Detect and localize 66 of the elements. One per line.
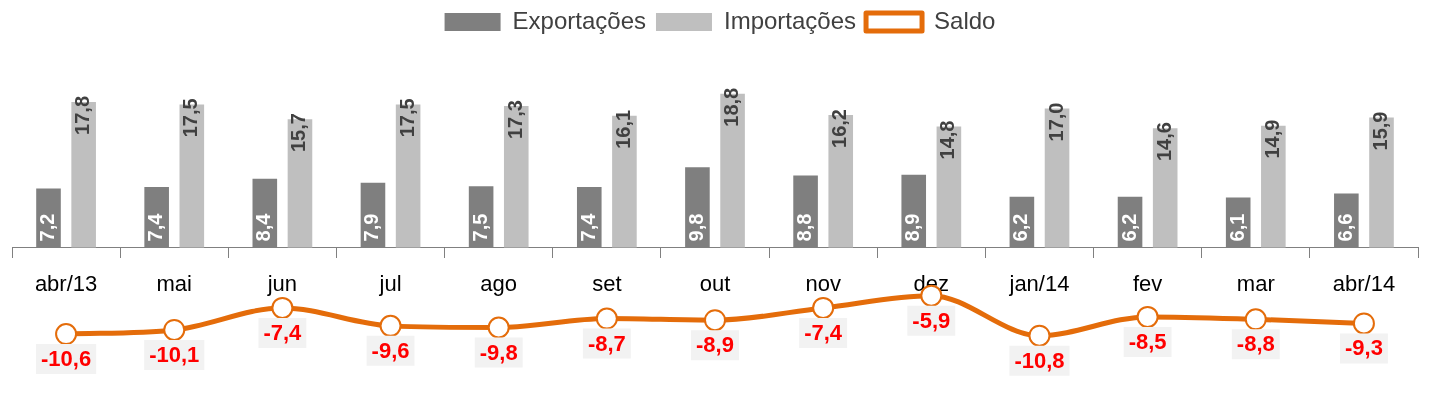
data-label: 17,5 xyxy=(395,98,418,138)
data-label: 14,8 xyxy=(936,120,959,160)
x-tick-label: fev xyxy=(1132,270,1163,296)
x-tick-label: nov xyxy=(805,270,841,296)
x-tick-label: mar xyxy=(1236,270,1275,296)
data-label: 8,4 xyxy=(252,212,275,242)
data-label: 15,9 xyxy=(1369,111,1392,151)
data-label: 14,9 xyxy=(1260,119,1283,159)
x-tick-label: jan/14 xyxy=(1008,270,1070,296)
data-label: 7,4 xyxy=(144,212,167,242)
data-label: 6,1 xyxy=(1225,213,1248,242)
point xyxy=(1352,312,1375,335)
x-tick-label: mai xyxy=(156,270,192,296)
point xyxy=(704,309,726,332)
point xyxy=(595,307,618,330)
data-label: -7,4 xyxy=(804,319,843,345)
point xyxy=(487,316,510,339)
point xyxy=(55,323,78,346)
point xyxy=(1244,308,1267,331)
point xyxy=(812,296,835,319)
data-label: 17,0 xyxy=(1044,102,1067,142)
data-label: 17,5 xyxy=(179,98,202,138)
data-label: -8,7 xyxy=(587,330,626,356)
x-tick-label: abr/13 xyxy=(34,270,98,296)
data-label: 6,2 xyxy=(1117,213,1140,242)
data-label: 7,5 xyxy=(468,213,491,242)
data-label: 17,3 xyxy=(503,100,526,139)
x-tick-label: abr/14 xyxy=(1332,270,1396,296)
data-label: 6,6 xyxy=(1333,213,1356,242)
x-tick-label: set xyxy=(592,270,622,296)
data-label: 16,2 xyxy=(828,109,851,148)
data-label: 8,8 xyxy=(793,213,816,242)
data-label: 15,7 xyxy=(287,113,310,153)
data-label: -7,4 xyxy=(263,319,303,345)
point xyxy=(1028,324,1051,347)
x-tick-label: jun xyxy=(266,270,298,296)
data-label: -9,6 xyxy=(371,337,410,363)
data-label: 14,6 xyxy=(1152,122,1175,162)
point xyxy=(1136,305,1159,328)
point xyxy=(163,318,186,341)
data-label: 6,2 xyxy=(1009,213,1032,242)
data-label: -10,8 xyxy=(1014,347,1065,373)
data-label: 8,9 xyxy=(901,213,924,242)
point xyxy=(379,314,402,337)
legend-label: Saldo xyxy=(934,6,996,34)
data-label: -8,8 xyxy=(1236,331,1275,357)
data-label: -8,5 xyxy=(1128,328,1167,354)
x-tick-label: out xyxy=(699,270,731,296)
data-label: 16,1 xyxy=(611,109,634,149)
data-label: 17,8 xyxy=(71,95,94,135)
data-label: 7,4 xyxy=(576,212,599,242)
data-label: 7,2 xyxy=(36,213,59,242)
data-label: -9,3 xyxy=(1344,335,1383,361)
data-label: 7,9 xyxy=(360,213,383,242)
legend-label: Exportações xyxy=(512,6,646,34)
x-tick-label: ago xyxy=(480,270,518,296)
data-label: -8,9 xyxy=(696,332,734,358)
data-label: 9,8 xyxy=(684,213,707,242)
data-label: -10,6 xyxy=(41,346,92,372)
data-label: -9,8 xyxy=(479,339,518,365)
data-label: 18,8 xyxy=(720,87,743,127)
point xyxy=(271,296,294,319)
data-label: -10,1 xyxy=(149,342,200,368)
x-tick-label: jul xyxy=(378,270,402,296)
data-label: -5,9 xyxy=(912,307,951,333)
legend-label: Importações xyxy=(723,6,857,34)
